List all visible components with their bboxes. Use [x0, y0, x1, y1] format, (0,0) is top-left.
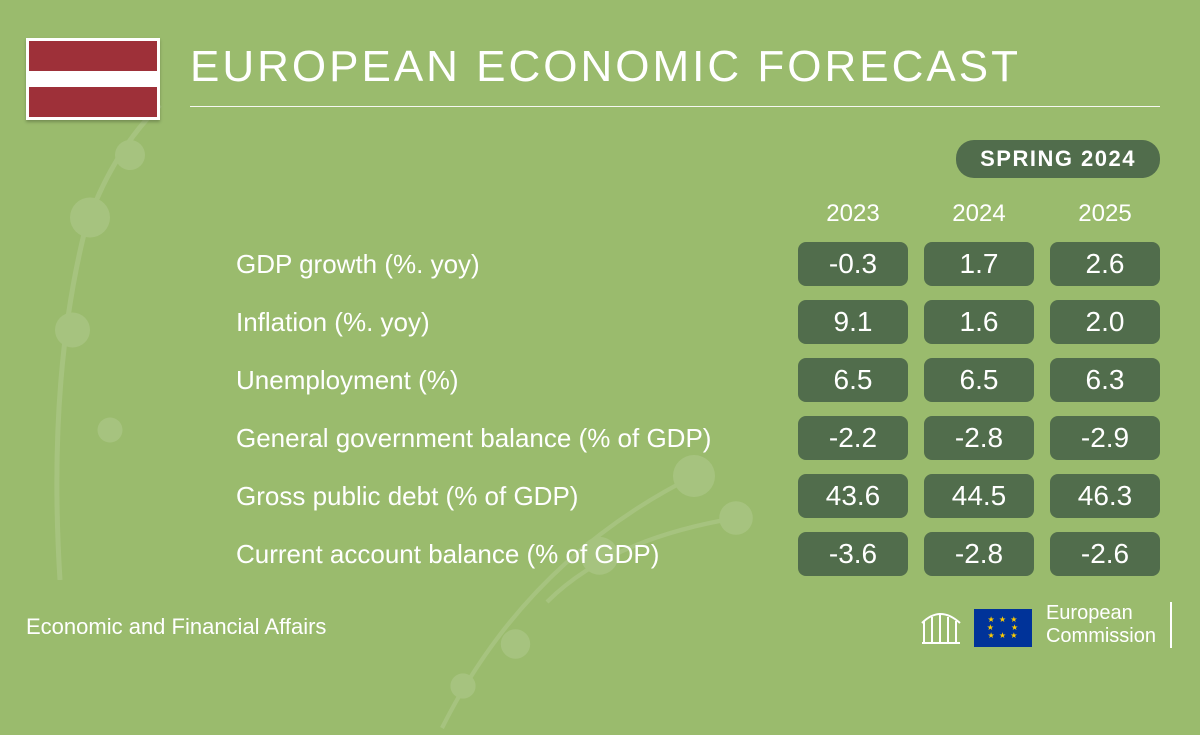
- cell: -2.2: [798, 416, 908, 460]
- cell: -3.6: [798, 532, 908, 576]
- page-title: EUROPEAN ECONOMIC FORECAST: [190, 42, 1160, 107]
- cell: 2.0: [1050, 300, 1160, 344]
- ec-logo-text: European Commission: [1046, 602, 1172, 648]
- row-label: Gross public debt (% of GDP): [236, 481, 782, 512]
- cell: 2.6: [1050, 242, 1160, 286]
- table-header: 2023 2024 2025: [236, 200, 1160, 228]
- table-row: Gross public debt (% of GDP) 43.6 44.5 46.3: [236, 474, 1160, 518]
- cell: -2.8: [924, 416, 1034, 460]
- table-row: Unemployment (%) 6.5 6.5 6.3: [236, 358, 1160, 402]
- cell: 46.3: [1050, 474, 1160, 518]
- year-col-0: 2023: [798, 200, 908, 228]
- cell: -2.8: [924, 532, 1034, 576]
- row-label: GDP growth (%. yoy): [236, 249, 782, 280]
- table-row: General government balance (% of GDP) -2.…: [236, 416, 1160, 460]
- cell: -0.3: [798, 242, 908, 286]
- eu-flag-icon: ★ ★ ★★ ★★ ★ ★: [974, 609, 1032, 647]
- country-name: Latvia: [70, 0, 164, 145]
- decor-branch-left: [0, 80, 260, 580]
- cell: 44.5: [924, 474, 1034, 518]
- cell: 1.7: [924, 242, 1034, 286]
- cell: -2.6: [1050, 532, 1160, 576]
- cell: 1.6: [924, 300, 1034, 344]
- row-label: General government balance (% of GDP): [236, 423, 782, 454]
- ec-building-icon: [918, 603, 964, 647]
- footer-department: Economic and Financial Affairs: [26, 614, 326, 640]
- table-row: GDP growth (%. yoy) -0.3 1.7 2.6: [236, 242, 1160, 286]
- row-label: Unemployment (%): [236, 365, 782, 396]
- table-row: Inflation (%. yoy) 9.1 1.6 2.0: [236, 300, 1160, 344]
- cell: 43.6: [798, 474, 908, 518]
- cell: 9.1: [798, 300, 908, 344]
- cell: 6.5: [924, 358, 1034, 402]
- table-row: Current account balance (% of GDP) -3.6 -2…: [236, 532, 1160, 576]
- forecast-table: 2023 2024 2025 GDP growth (%. yoy) -0.3 1.…: [236, 200, 1160, 590]
- cell: 6.5: [798, 358, 908, 402]
- edition-badge: SPRING 2024: [956, 140, 1160, 178]
- row-label: Inflation (%. yoy): [236, 307, 782, 338]
- european-commission-logo: ★ ★ ★★ ★★ ★ ★ European Commission: [918, 602, 1172, 648]
- year-col-1: 2024: [924, 200, 1034, 228]
- row-label: Current account balance (% of GDP): [236, 539, 782, 570]
- year-col-2: 2025: [1050, 200, 1160, 228]
- cell: 6.3: [1050, 358, 1160, 402]
- cell: -2.9: [1050, 416, 1160, 460]
